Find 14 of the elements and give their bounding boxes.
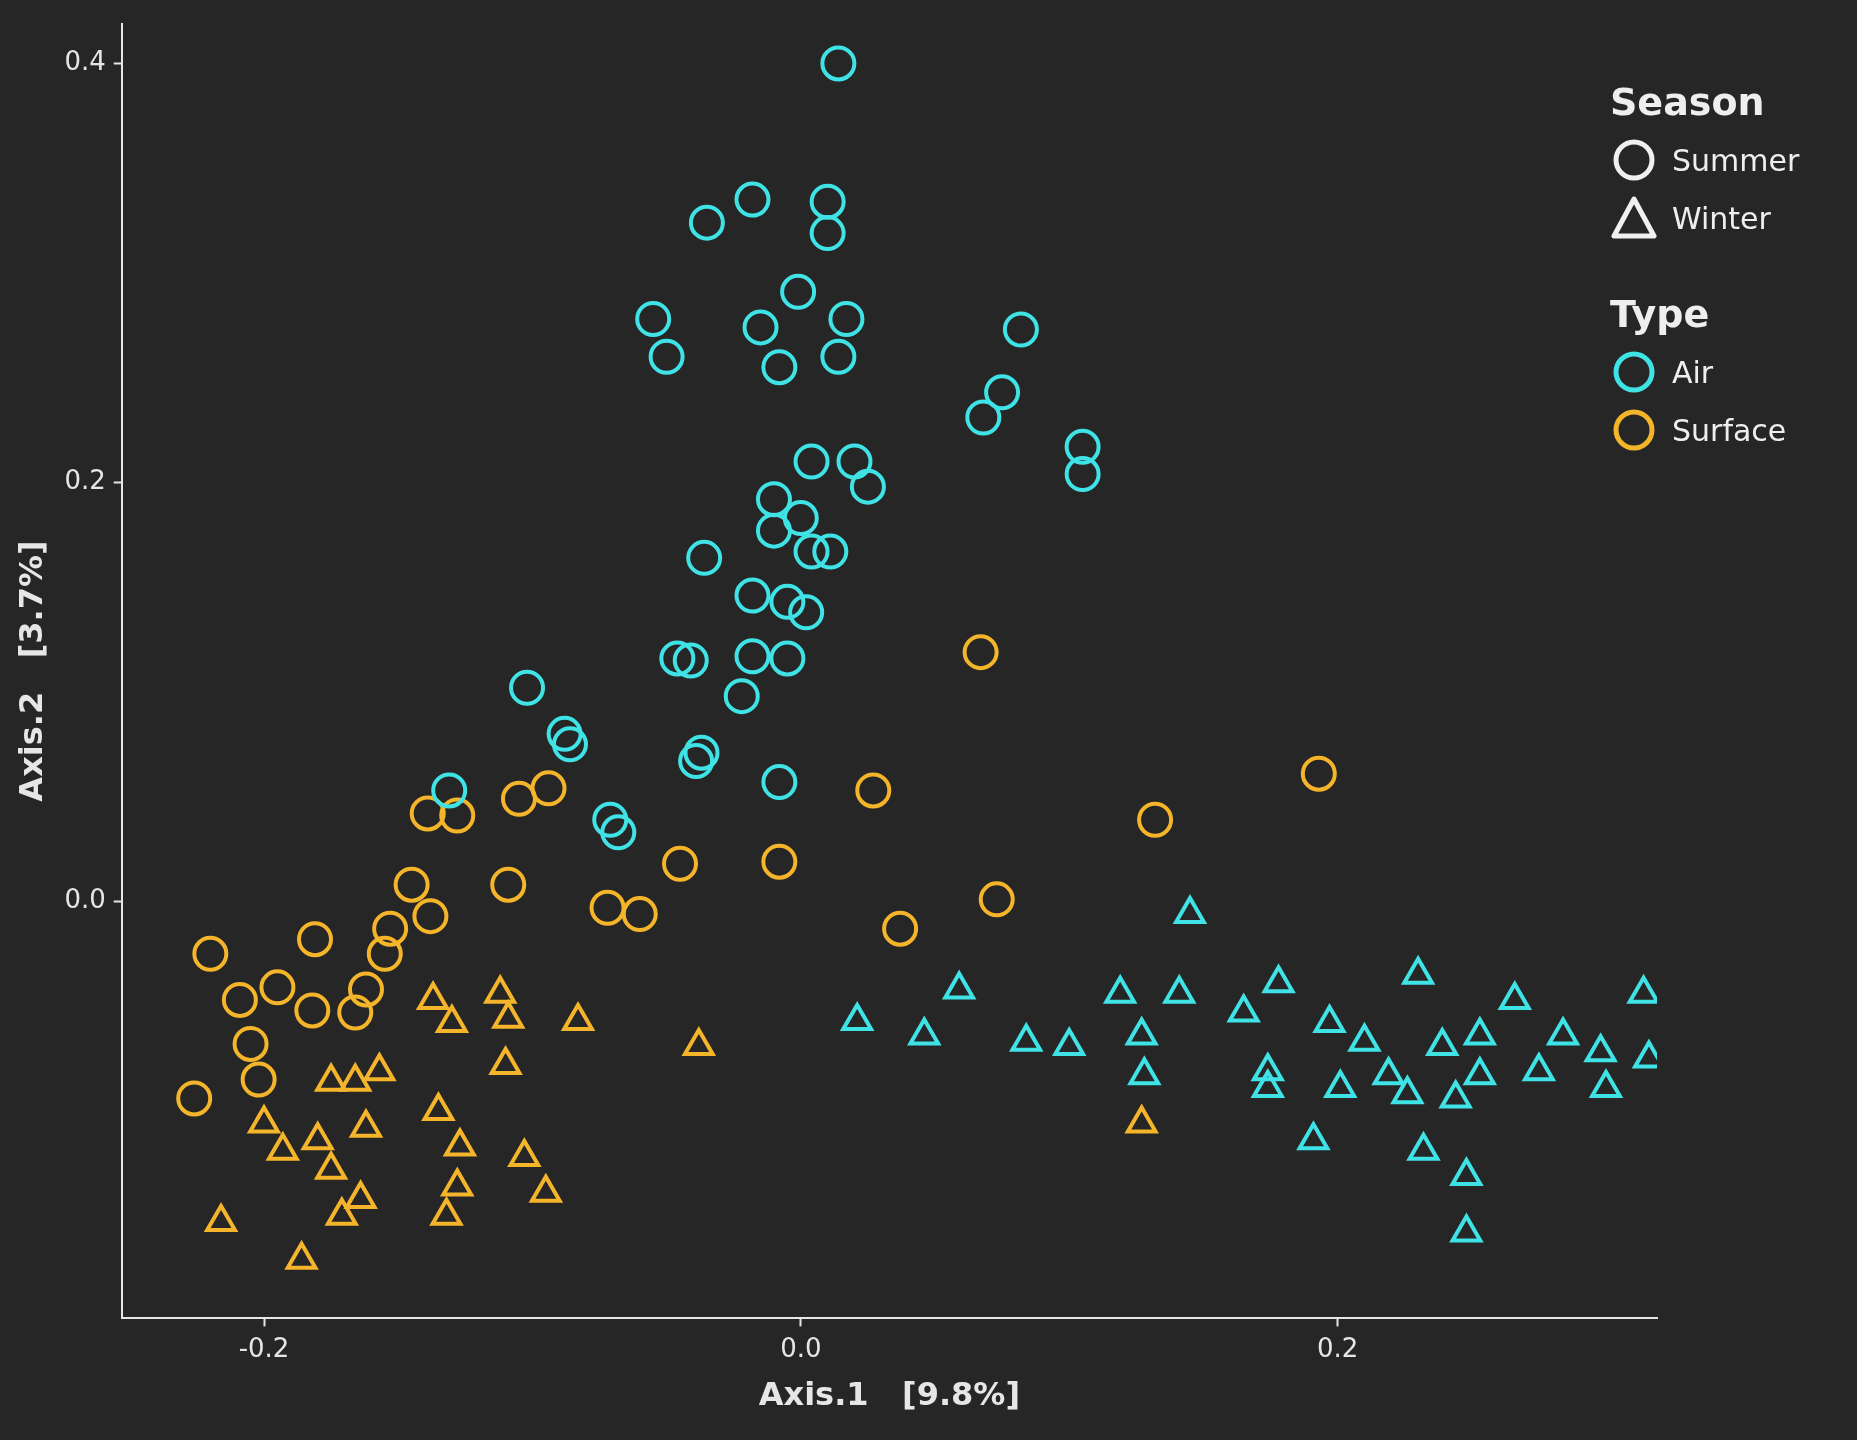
y-tick-label: 0.0 [64,884,106,915]
x-tick-label: 0.0 [780,1332,822,1363]
text: Summer [1672,142,1800,178]
annotation: Season [1610,80,1766,124]
x-tick-label: 0.2 [1316,1332,1359,1363]
y-tick-label: 0.4 [64,46,106,77]
x-axis-title: Axis.1 [9.8%] [758,1375,1021,1414]
y-axis-title: Axis.2 [3.7%] [11,540,50,802]
x-tick-label: -0.2 [238,1332,290,1363]
legend-label: Air [1672,354,1714,390]
legend-label: Surface [1672,412,1787,448]
y-tick-label: 0.2 [64,465,106,496]
text: Winter [1672,200,1771,236]
legend-title: Type [1610,292,1711,336]
